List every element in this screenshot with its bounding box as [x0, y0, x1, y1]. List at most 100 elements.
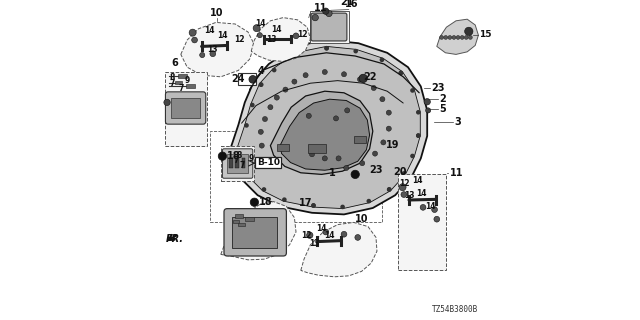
Text: 1: 1 — [328, 168, 335, 179]
Circle shape — [326, 10, 332, 17]
Text: 10: 10 — [355, 214, 368, 224]
Polygon shape — [270, 91, 372, 174]
Bar — [354, 136, 367, 143]
Circle shape — [399, 71, 403, 75]
Circle shape — [323, 156, 328, 161]
Bar — [227, 154, 248, 173]
Circle shape — [354, 50, 357, 53]
Bar — [175, 81, 182, 84]
Text: 14: 14 — [412, 176, 423, 185]
Circle shape — [292, 79, 297, 84]
Circle shape — [380, 97, 385, 102]
Circle shape — [342, 72, 347, 77]
Text: 16: 16 — [344, 0, 358, 9]
FancyBboxPatch shape — [223, 149, 253, 178]
Circle shape — [200, 52, 205, 58]
Text: 8: 8 — [237, 151, 242, 160]
Circle shape — [262, 116, 268, 122]
Text: 6: 6 — [171, 58, 178, 68]
Bar — [239, 73, 256, 85]
Text: 20: 20 — [393, 167, 406, 177]
Circle shape — [444, 36, 447, 39]
Text: 7: 7 — [178, 84, 184, 93]
Text: 21: 21 — [340, 0, 353, 7]
Text: 10: 10 — [210, 8, 224, 18]
Polygon shape — [236, 46, 420, 209]
Text: 23: 23 — [369, 165, 383, 175]
Circle shape — [420, 204, 426, 210]
Circle shape — [210, 51, 216, 57]
Circle shape — [312, 14, 319, 21]
Polygon shape — [251, 18, 310, 61]
Text: 13: 13 — [309, 239, 319, 248]
Circle shape — [236, 150, 239, 153]
Text: B-10: B-10 — [257, 158, 280, 167]
Bar — [236, 158, 239, 168]
Circle shape — [432, 207, 438, 212]
Circle shape — [448, 36, 452, 39]
Circle shape — [426, 108, 431, 113]
Circle shape — [275, 95, 280, 100]
Text: 24: 24 — [232, 74, 245, 84]
Circle shape — [351, 170, 360, 179]
FancyBboxPatch shape — [311, 13, 347, 41]
Circle shape — [372, 151, 378, 156]
Text: 11: 11 — [450, 168, 463, 179]
Circle shape — [336, 156, 341, 161]
Text: 15: 15 — [479, 30, 492, 39]
Bar — [178, 74, 187, 78]
Circle shape — [293, 33, 299, 39]
Circle shape — [323, 229, 329, 235]
Circle shape — [380, 58, 383, 61]
Circle shape — [259, 83, 262, 86]
Text: 14: 14 — [217, 31, 228, 40]
Circle shape — [257, 33, 262, 38]
Circle shape — [310, 152, 315, 157]
Text: 23: 23 — [431, 83, 445, 93]
Circle shape — [440, 36, 444, 39]
Circle shape — [399, 184, 406, 191]
Text: TZ54B3800B: TZ54B3800B — [432, 305, 479, 314]
Circle shape — [468, 36, 472, 39]
Circle shape — [465, 36, 468, 39]
Circle shape — [402, 172, 405, 175]
Circle shape — [312, 204, 315, 207]
Circle shape — [355, 235, 361, 240]
Text: 14: 14 — [204, 26, 215, 35]
Circle shape — [323, 69, 328, 75]
Bar — [239, 223, 245, 226]
Circle shape — [411, 89, 414, 92]
Bar — [236, 214, 243, 218]
Bar — [232, 217, 277, 248]
Text: 14: 14 — [324, 231, 334, 240]
Circle shape — [411, 154, 414, 157]
Circle shape — [341, 231, 347, 237]
Circle shape — [344, 165, 349, 171]
Circle shape — [344, 108, 349, 113]
Text: 13: 13 — [404, 191, 414, 200]
Text: 7: 7 — [234, 156, 239, 165]
Bar — [310, 11, 349, 43]
Circle shape — [460, 36, 464, 39]
Circle shape — [424, 99, 430, 105]
Circle shape — [323, 8, 329, 14]
Circle shape — [307, 232, 313, 238]
Circle shape — [283, 198, 286, 201]
Circle shape — [253, 25, 260, 32]
Bar — [172, 98, 200, 118]
Circle shape — [357, 77, 362, 82]
Circle shape — [312, 204, 315, 207]
Circle shape — [386, 126, 391, 131]
Circle shape — [251, 103, 254, 107]
Bar — [186, 84, 195, 88]
Bar — [245, 217, 254, 221]
Circle shape — [359, 74, 367, 83]
Circle shape — [434, 216, 440, 222]
Circle shape — [192, 37, 198, 43]
Circle shape — [452, 36, 456, 39]
Text: 4: 4 — [257, 66, 264, 76]
Text: 8: 8 — [170, 73, 175, 82]
Circle shape — [371, 85, 376, 91]
Text: 14: 14 — [271, 25, 282, 34]
Text: FR.: FR. — [165, 234, 184, 244]
